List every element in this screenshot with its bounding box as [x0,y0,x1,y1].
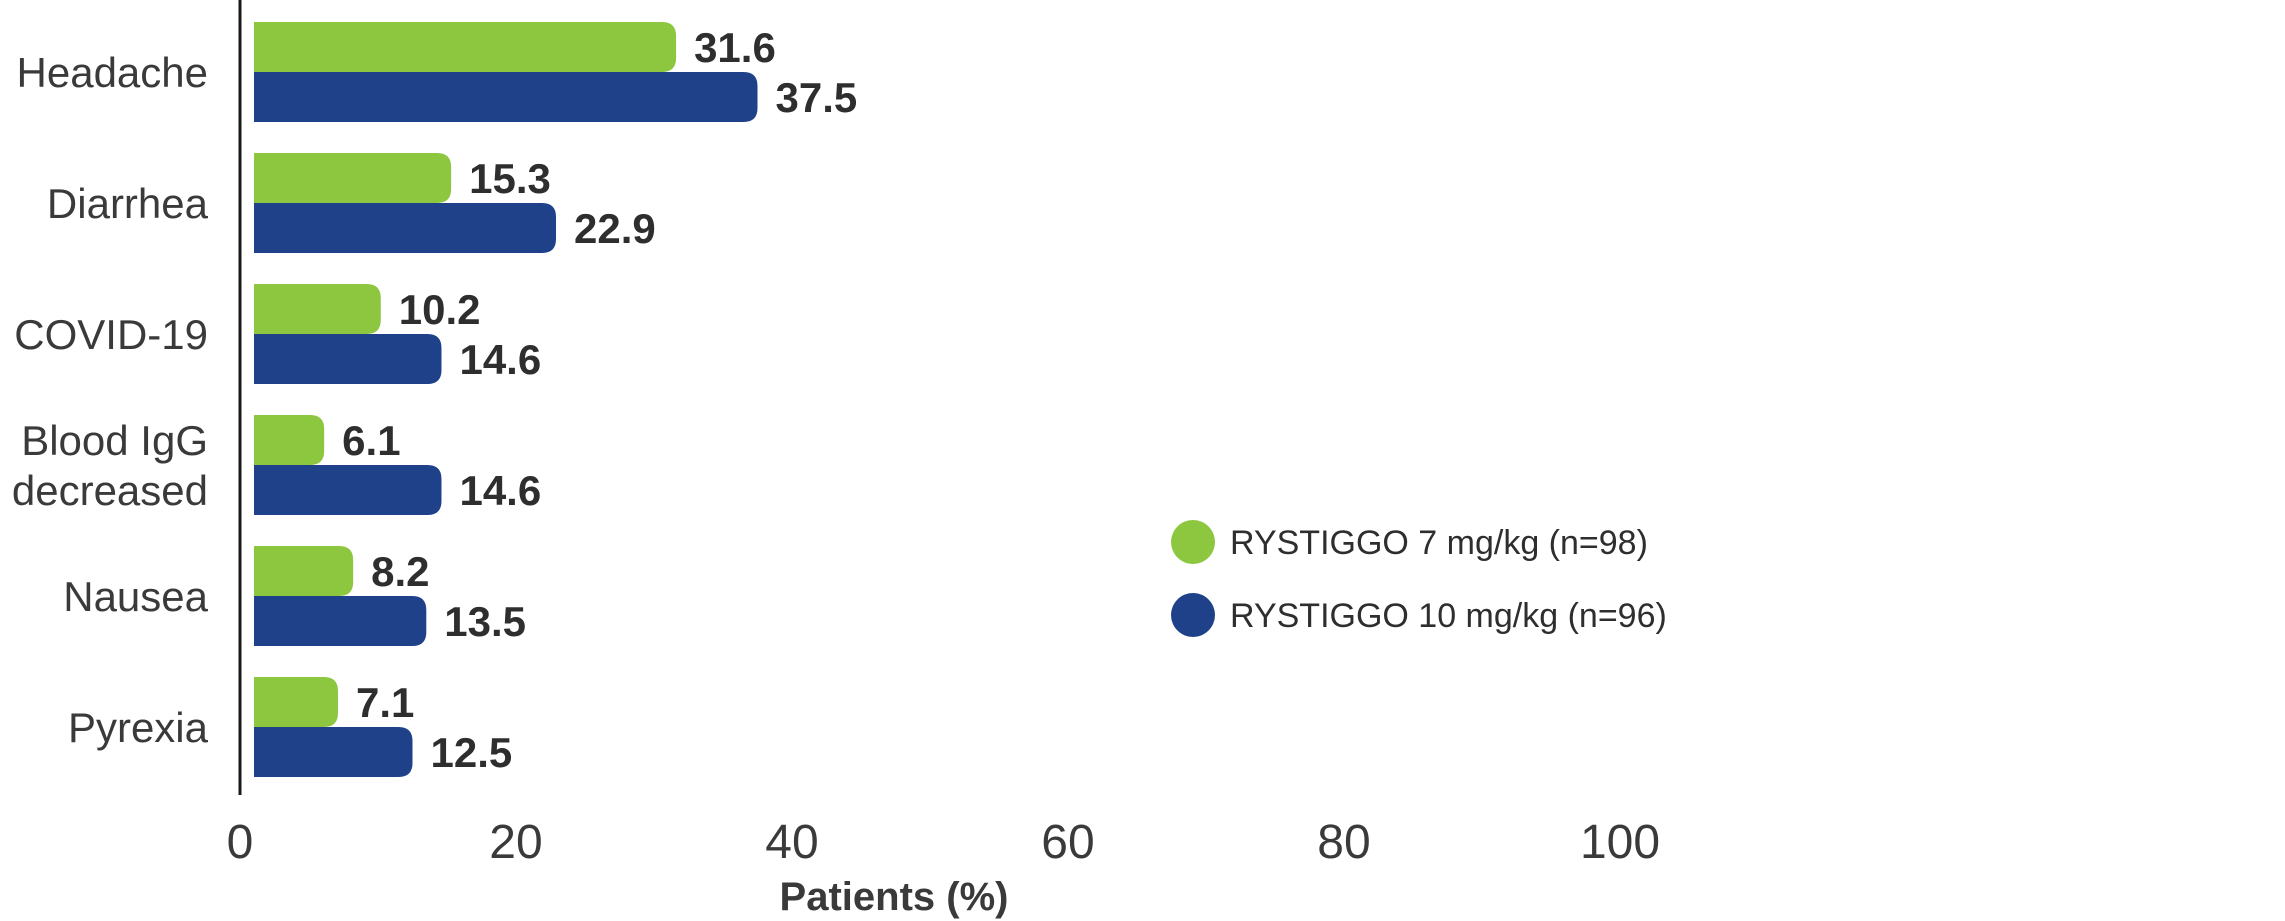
x-tick-label-40: 40 [765,816,818,869]
category-label-0: Headache [17,49,208,96]
category-labels-layer: Headache Diarrhea COVID-19 Blood IgG decreas… [12,49,209,751]
bar-rystiggo-7mg-2 [254,284,381,334]
bar-rystiggo-7mg-5 [254,677,338,727]
bar-rystiggo-10mg-3 [254,465,442,515]
legend: RYSTIGGO 7 mg/kg (n=98) RYSTIGGO 10 mg/kg… [1171,520,1667,637]
legend-label-rystiggo-7mg: RYSTIGGO 7 mg/kg (n=98) [1230,524,1648,562]
value-label-rystiggo-7mg-4: 8.2 [371,548,429,595]
bars-layer [254,22,758,777]
value-label-rystiggo-7mg-0: 31.6 [694,24,776,71]
category-label-5: Pyrexia [68,704,209,751]
value-label-rystiggo-10mg-3: 14.6 [459,467,541,514]
value-label-rystiggo-10mg-0: 37.5 [776,74,858,121]
x-axis-title: Patients (%) [780,875,1009,919]
bar-rystiggo-10mg-2 [254,334,442,384]
category-label-2: COVID-19 [14,311,208,358]
value-label-rystiggo-10mg-2: 14.6 [459,336,541,383]
value-label-rystiggo-10mg-5: 12.5 [431,729,513,776]
legend-label-rystiggo-10mg: RYSTIGGO 10 mg/kg (n=96) [1230,597,1667,635]
value-label-rystiggo-7mg-1: 15.3 [469,155,551,202]
bar-rystiggo-7mg-1 [254,153,452,203]
legend-swatch-rystiggo-7mg [1171,520,1215,564]
legend-swatch-rystiggo-10mg [1171,593,1215,637]
value-label-rystiggo-10mg-1: 22.9 [574,205,656,252]
category-label-1: Diarrhea [47,180,209,227]
x-tick-labels: 0 20 40 60 80 100 [227,816,1660,869]
bar-rystiggo-10mg-0 [254,72,758,122]
x-tick-label-20: 20 [489,816,542,869]
x-tick-label-100: 100 [1580,816,1660,869]
category-label-4: Nausea [63,573,208,620]
value-label-rystiggo-7mg-2: 10.2 [399,286,481,333]
bar-rystiggo-10mg-5 [254,727,413,777]
x-tick-label-80: 80 [1317,816,1370,869]
value-label-rystiggo-7mg-3: 6.1 [342,417,400,464]
value-label-rystiggo-10mg-4: 13.5 [444,598,526,645]
category-label-3: Blood IgG decreased [12,417,208,514]
value-label-rystiggo-7mg-5: 7.1 [356,679,414,726]
value-labels-layer: 31.637.515.322.910.214.66.114.68.213.57.… [342,24,857,776]
bar-rystiggo-7mg-3 [254,415,325,465]
bar-rystiggo-7mg-4 [254,546,354,596]
x-tick-label-60: 60 [1041,816,1094,869]
bar-rystiggo-7mg-0 [254,22,677,72]
bar-rystiggo-10mg-4 [254,596,427,646]
x-tick-label-0: 0 [227,816,254,869]
bar-rystiggo-10mg-1 [254,203,557,253]
